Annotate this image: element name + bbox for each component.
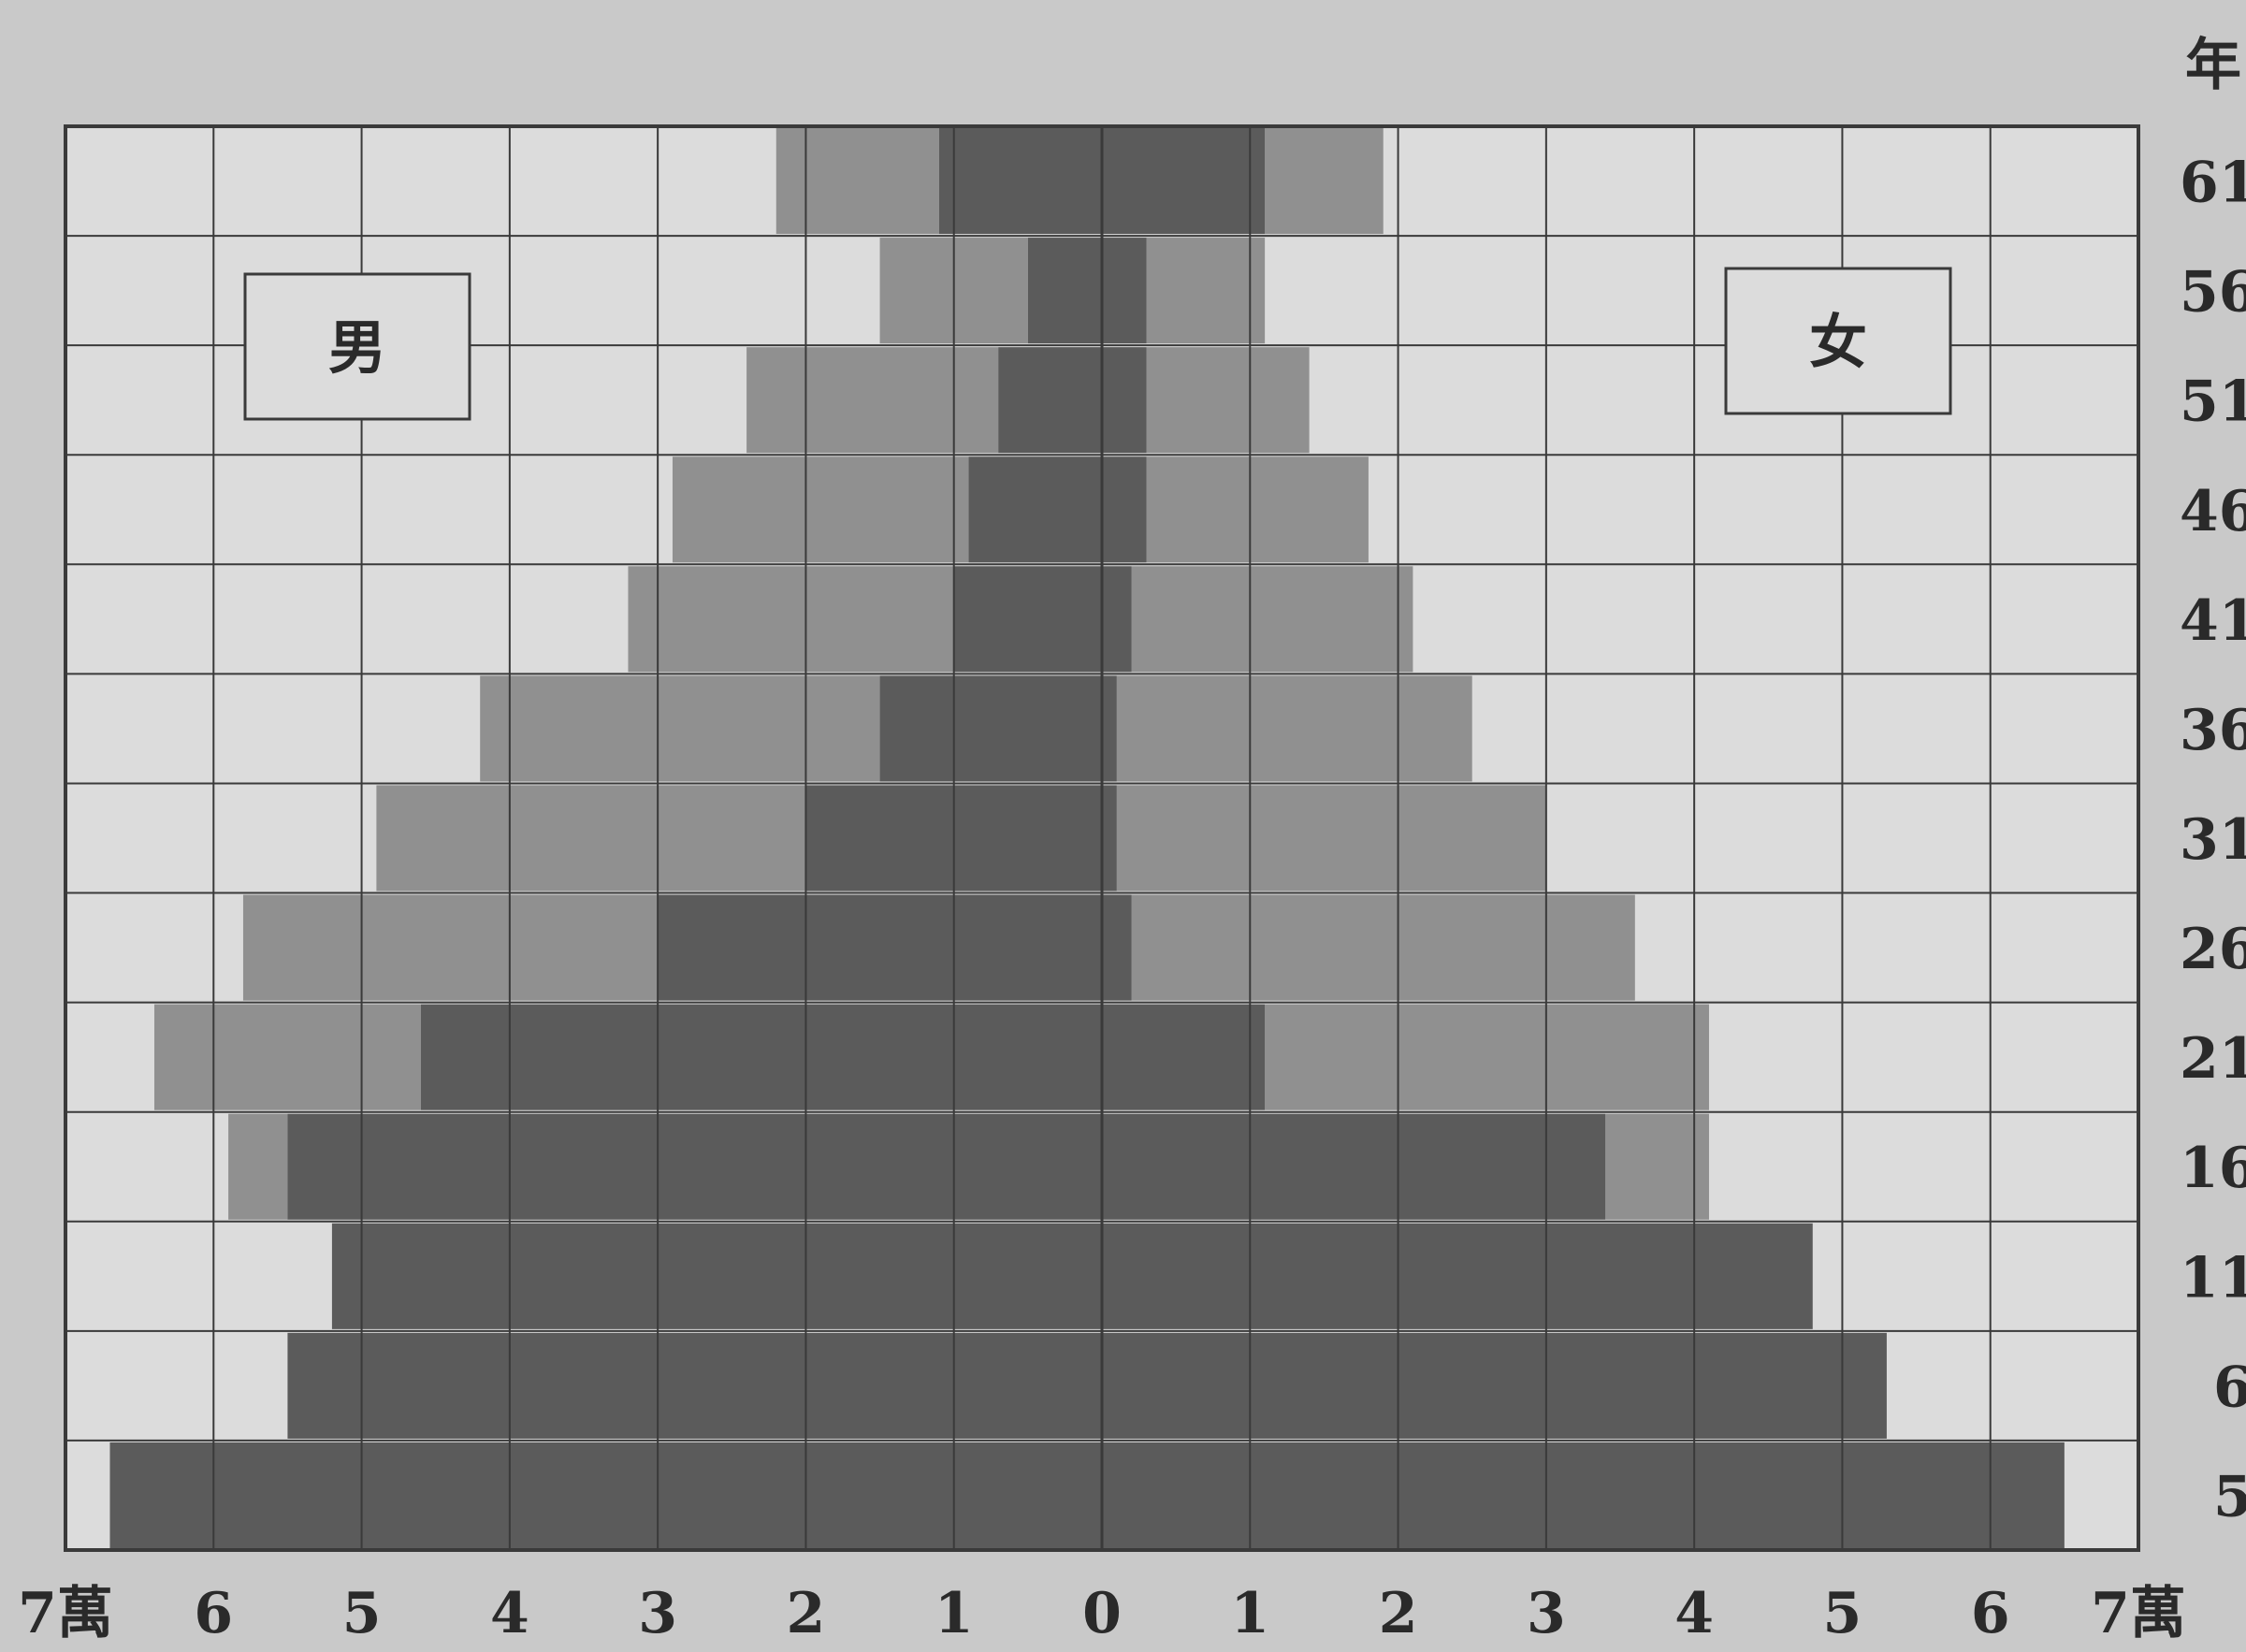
x-tick-label: 4 — [490, 1581, 529, 1646]
bar-left-11-dark — [331, 1223, 1102, 1329]
bar-left-21-dark — [420, 1004, 1102, 1110]
age-label: 31 — [2180, 807, 2246, 873]
plot-frame — [64, 124, 2140, 1552]
bar-left-61-dark — [938, 128, 1102, 235]
x-tick-label: 7萬 — [2091, 1581, 2186, 1646]
bar-right-26-dark — [1102, 894, 1132, 1001]
bar-left-26-medium — [242, 894, 659, 1001]
bars-layer — [109, 128, 2065, 1548]
bar-right-56-dark — [1102, 238, 1147, 344]
x-tick-label: 2 — [1379, 1581, 1418, 1646]
x-tick-label: 3 — [1527, 1581, 1566, 1646]
x-tick-label: 7萬 — [18, 1581, 113, 1646]
bar-left-5-dark — [109, 1442, 1102, 1548]
x-tick-label: 6 — [194, 1581, 233, 1646]
age-label: 5 — [2213, 1464, 2246, 1529]
bar-right-16-dark — [1102, 1113, 1606, 1220]
legend-box — [243, 272, 471, 421]
bar-left-46-medium — [672, 456, 969, 563]
bar-right-61-medium — [1265, 128, 1384, 235]
bar-left-61-medium — [775, 128, 939, 235]
bar-right-51-medium — [1146, 347, 1310, 454]
bar-right-5-dark — [1102, 1442, 2065, 1548]
plot-border — [64, 124, 2140, 1552]
bar-right-21-medium — [1265, 1004, 1709, 1110]
bar-right-16-medium — [1605, 1113, 1709, 1220]
x-tick-label: 5 — [1823, 1581, 1862, 1646]
bar-left-16-dark — [287, 1113, 1102, 1220]
bar-right-51-dark — [1102, 347, 1147, 454]
x-tick-label: 0 — [1082, 1581, 1122, 1646]
bar-left-36-medium — [480, 675, 880, 782]
bar-left-41-dark — [953, 566, 1102, 673]
bar-right-46-dark — [1102, 456, 1147, 563]
age-label: 6 — [2213, 1355, 2246, 1420]
bar-right-31-medium — [1116, 785, 1546, 891]
age-label: 11 — [2180, 1245, 2246, 1311]
bar-left-41-medium — [628, 566, 954, 673]
bar-right-41-medium — [1131, 566, 1413, 673]
bar-right-56-medium — [1146, 238, 1266, 344]
age-label: 61 — [2180, 151, 2246, 216]
age-label: 16 — [2180, 1136, 2246, 1201]
x-tick-label: 6 — [1971, 1581, 2010, 1646]
legend-label-male: 男 — [328, 313, 386, 382]
age-label: 41 — [2180, 588, 2246, 654]
bar-left-21-medium — [153, 1004, 421, 1110]
bar-left-26-dark — [658, 894, 1102, 1001]
bar-left-46-dark — [968, 456, 1102, 563]
bar-right-11-dark — [1102, 1223, 1813, 1329]
bar-right-26-medium — [1131, 894, 1635, 1001]
age-label: 26 — [2180, 917, 2246, 982]
bar-right-21-dark — [1102, 1004, 1266, 1110]
bar-right-36-dark — [1102, 675, 1117, 782]
legend: 男女 — [243, 267, 1952, 421]
bar-right-41-dark — [1102, 566, 1132, 673]
bar-left-51-medium — [746, 347, 999, 454]
x-tick-label: 1 — [1230, 1581, 1269, 1646]
bar-right-61-dark — [1102, 128, 1266, 235]
bar-left-51-dark — [998, 347, 1102, 454]
age-label: 51 — [2180, 370, 2246, 435]
age-label: 46 — [2180, 479, 2246, 544]
bar-left-31-medium — [376, 785, 806, 891]
x-tick-label: 5 — [342, 1581, 382, 1646]
age-label: 36 — [2180, 698, 2246, 763]
bar-right-46-medium — [1146, 456, 1369, 563]
age-axis-label: 年 — [2185, 33, 2241, 98]
bar-right-31-dark — [1102, 785, 1117, 891]
x-tick-label: 2 — [787, 1581, 826, 1646]
x-tick-label: 3 — [638, 1581, 677, 1646]
bar-left-16-medium — [228, 1113, 288, 1220]
bar-left-6-dark — [287, 1332, 1102, 1439]
bar-left-56-dark — [1027, 238, 1102, 344]
age-label: 56 — [2180, 260, 2246, 326]
legend-label-female: 女 — [1809, 308, 1867, 376]
age-label: 21 — [2180, 1026, 2246, 1092]
tick-labels: 7萬 6 5 4 3 2 1 0 1 2 3 4 5 6 7萬年6156514641363126211611… — [18, 33, 2246, 1646]
x-tick-label: 1 — [935, 1581, 974, 1646]
bar-left-36-dark — [879, 675, 1102, 782]
bar-right-6-dark — [1102, 1332, 1887, 1439]
legend-box — [1724, 267, 1952, 415]
bar-right-36-medium — [1116, 675, 1472, 782]
x-tick-label: 4 — [1674, 1581, 1714, 1646]
